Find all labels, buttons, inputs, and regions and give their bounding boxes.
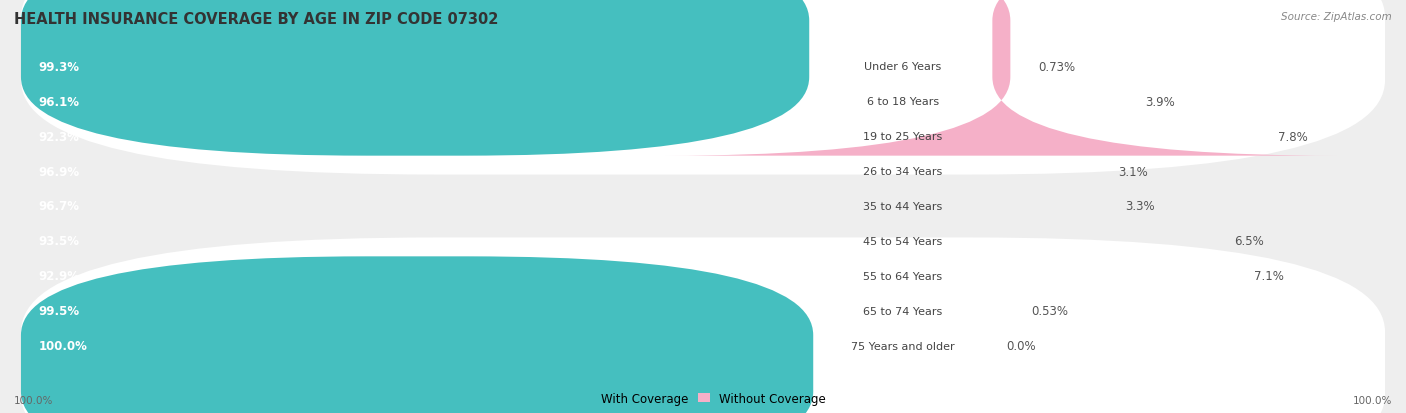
FancyBboxPatch shape <box>21 238 1385 413</box>
Text: HEALTH INSURANCE COVERAGE BY AGE IN ZIP CODE 07302: HEALTH INSURANCE COVERAGE BY AGE IN ZIP … <box>14 12 499 27</box>
Text: 7.1%: 7.1% <box>1254 270 1284 283</box>
FancyBboxPatch shape <box>666 0 1337 156</box>
Text: Under 6 Years: Under 6 Years <box>865 62 942 72</box>
Text: 96.1%: 96.1% <box>39 95 80 108</box>
Text: Source: ZipAtlas.com: Source: ZipAtlas.com <box>1281 12 1392 22</box>
Text: 99.3%: 99.3% <box>39 61 80 74</box>
Text: 0.53%: 0.53% <box>1031 305 1069 318</box>
Text: 55 to 64 Years: 55 to 64 Years <box>863 271 942 281</box>
FancyBboxPatch shape <box>21 0 810 156</box>
Text: 45 to 54 Years: 45 to 54 Years <box>863 236 942 247</box>
Text: 0.0%: 0.0% <box>1007 339 1036 352</box>
Legend: With Coverage, Without Coverage: With Coverage, Without Coverage <box>579 392 827 405</box>
Text: 6.5%: 6.5% <box>1234 235 1264 248</box>
Text: 92.9%: 92.9% <box>39 270 80 283</box>
Text: 100.0%: 100.0% <box>39 339 87 352</box>
Text: 96.9%: 96.9% <box>39 165 80 178</box>
Text: 35 to 44 Years: 35 to 44 Years <box>863 202 942 211</box>
FancyBboxPatch shape <box>21 257 813 413</box>
Text: 65 to 74 Years: 65 to 74 Years <box>863 306 942 316</box>
Text: 96.7%: 96.7% <box>39 200 80 213</box>
Text: 7.8%: 7.8% <box>1278 130 1308 143</box>
Text: 99.5%: 99.5% <box>39 305 80 318</box>
Text: 100.0%: 100.0% <box>14 395 53 405</box>
Text: 3.9%: 3.9% <box>1146 95 1175 108</box>
Text: 3.1%: 3.1% <box>1118 165 1149 178</box>
Text: 0.73%: 0.73% <box>1038 61 1076 74</box>
Text: 3.3%: 3.3% <box>1125 200 1154 213</box>
Text: 75 Years and older: 75 Years and older <box>851 341 955 351</box>
Text: 93.5%: 93.5% <box>39 235 80 248</box>
FancyBboxPatch shape <box>21 0 1385 175</box>
Text: 92.3%: 92.3% <box>39 130 80 143</box>
Text: 19 to 25 Years: 19 to 25 Years <box>863 132 942 142</box>
Text: 26 to 34 Years: 26 to 34 Years <box>863 166 942 177</box>
Text: 100.0%: 100.0% <box>1353 395 1392 405</box>
Text: 6 to 18 Years: 6 to 18 Years <box>866 97 939 107</box>
